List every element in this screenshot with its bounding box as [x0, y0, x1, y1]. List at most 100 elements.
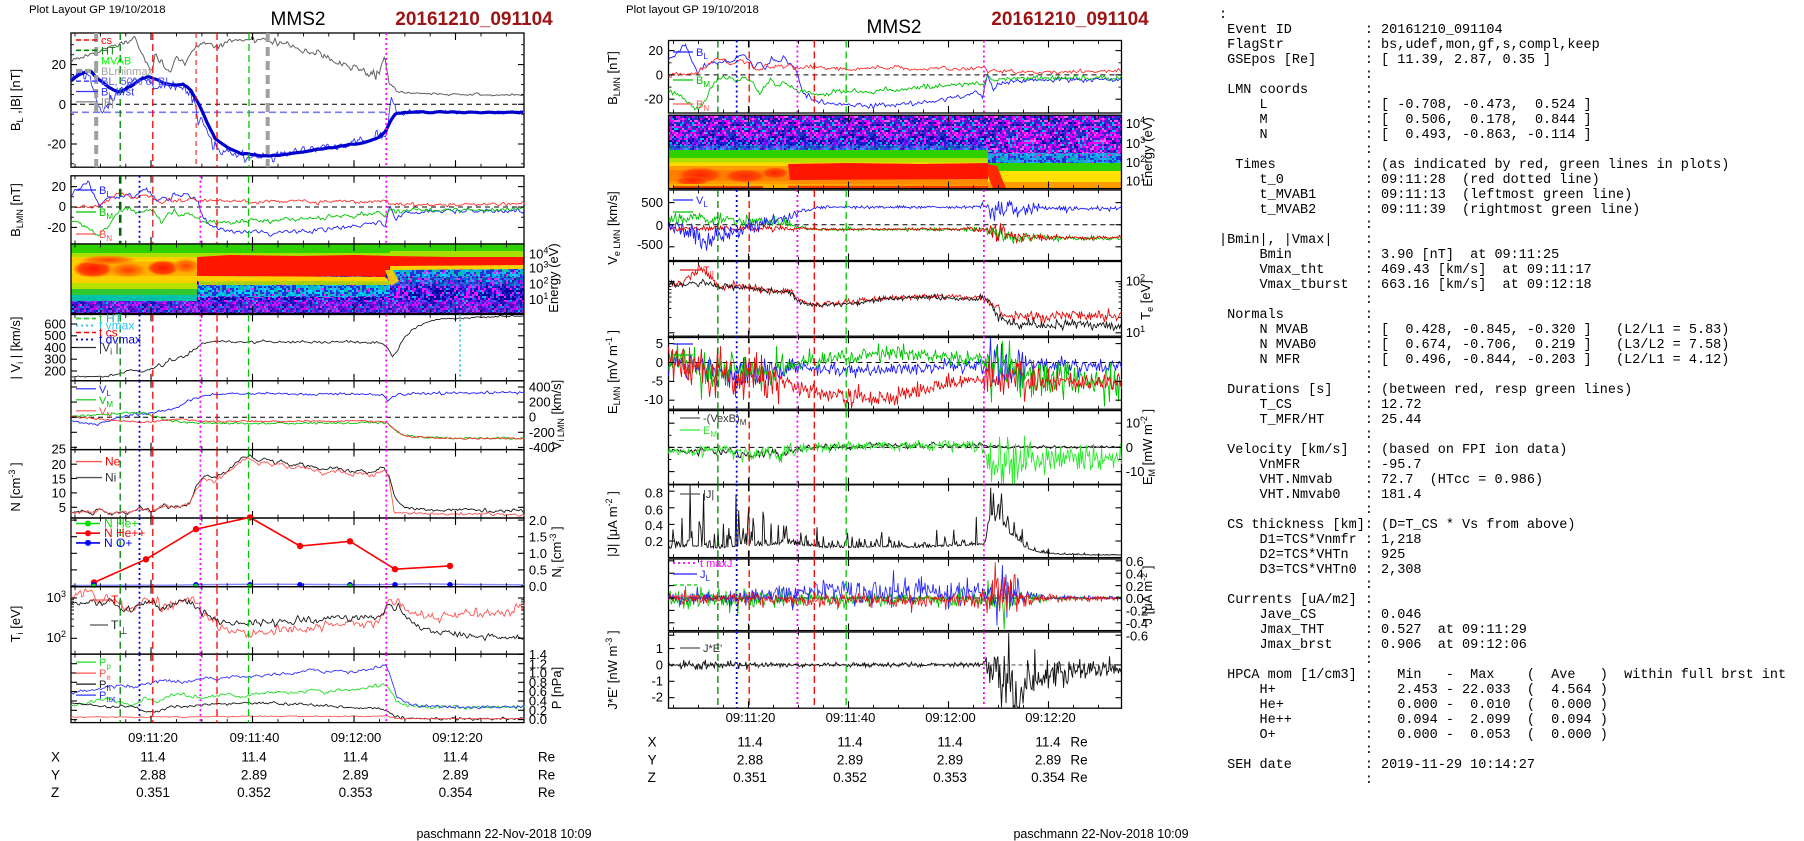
- svg-text:0.6: 0.6: [1126, 554, 1144, 569]
- svg-text:Re: Re: [1070, 735, 1087, 750]
- svg-text:600: 600: [44, 317, 66, 332]
- svg-text:Te [eV]: Te [eV]: [1138, 280, 1155, 320]
- svg-text:20: 20: [52, 179, 66, 194]
- svg-text:paschmann 22-Nov-2018 10:09: paschmann 22-Nov-2018 10:09: [416, 827, 591, 841]
- svg-text:1.5: 1.5: [529, 530, 547, 545]
- svg-text:t cs: t cs: [99, 326, 118, 340]
- svg-text:1.0: 1.0: [529, 546, 547, 561]
- svg-text:MMS2: MMS2: [867, 17, 922, 38]
- svg-text:Y: Y: [648, 752, 657, 767]
- svg-text:Plot Layout GP 19/10/2018: Plot Layout GP 19/10/2018: [29, 4, 166, 16]
- svg-text:BLminmax: BLminmax: [101, 66, 153, 78]
- svg-text:09:11:40: 09:11:40: [826, 710, 876, 725]
- svg-text:Re: Re: [538, 785, 555, 800]
- svg-text:-2: -2: [651, 689, 663, 704]
- svg-text:10: 10: [52, 486, 66, 501]
- svg-text:BL brst: BL brst: [101, 87, 134, 101]
- svg-text:11.4: 11.4: [343, 750, 369, 765]
- svg-text:-10: -10: [1126, 464, 1145, 479]
- svg-text:200: 200: [529, 395, 551, 410]
- svg-text:09:11:40: 09:11:40: [230, 730, 280, 745]
- svg-text:500: 500: [44, 328, 66, 343]
- svg-text:102: 102: [529, 276, 548, 292]
- svg-text:X: X: [51, 750, 60, 765]
- svg-text:HT: HT: [106, 312, 123, 326]
- svg-text:t vmax: t vmax: [99, 319, 134, 333]
- svg-text:Energy (eV): Energy (eV): [1140, 117, 1155, 186]
- svg-text:400: 400: [529, 380, 551, 395]
- svg-text:Ti [eV]: Ti [eV]: [8, 606, 25, 643]
- svg-text:103: 103: [1126, 135, 1145, 151]
- svg-text:0: 0: [656, 67, 663, 82]
- svg-text:Y: Y: [51, 767, 60, 782]
- svg-text:VM: VM: [99, 395, 113, 409]
- svg-text:MMS2: MMS2: [271, 9, 326, 30]
- svg-text:101: 101: [1126, 172, 1145, 188]
- svg-text:t: t: [99, 312, 103, 326]
- svg-text:EM [mW m-2 ]: EM [mW m-2 ]: [1139, 409, 1157, 485]
- svg-text:0.354: 0.354: [1031, 770, 1065, 785]
- svg-text:5: 5: [656, 336, 663, 351]
- svg-text:0: 0: [59, 97, 66, 112]
- svg-text:-200: -200: [529, 425, 555, 440]
- svg-text:t dvmax: t dvmax: [99, 333, 141, 347]
- svg-text:-500: -500: [637, 237, 663, 252]
- svg-text:10: 10: [1126, 416, 1140, 431]
- svg-text:0.6: 0.6: [529, 684, 547, 699]
- svg-text:-5: -5: [651, 374, 663, 389]
- svg-text:104: 104: [1126, 115, 1145, 131]
- svg-text:0: 0: [1126, 440, 1133, 455]
- svg-text:Ni: Ni: [105, 471, 116, 485]
- svg-text:103: 103: [47, 589, 66, 605]
- svg-text:Ne: Ne: [105, 455, 121, 469]
- svg-text:2.89: 2.89: [1035, 752, 1061, 767]
- svg-text:20161210_091104: 20161210_091104: [395, 9, 553, 30]
- svg-text:102: 102: [1126, 273, 1145, 289]
- svg-text:T: T: [111, 618, 119, 632]
- svg-text:BN: BN: [696, 99, 709, 113]
- svg-text:Z: Z: [648, 770, 656, 785]
- svg-text:0.352: 0.352: [237, 785, 271, 800]
- svg-text:1.4: 1.4: [529, 647, 547, 662]
- svg-text:11.4: 11.4: [837, 735, 863, 750]
- svg-text:102: 102: [47, 629, 66, 645]
- svg-text:-400: -400: [529, 440, 555, 455]
- svg-text:5: 5: [59, 500, 66, 515]
- svg-text:N [cm-3 ]: N [cm-3 ]: [7, 462, 23, 511]
- svg-text:VL: VL: [99, 384, 111, 398]
- svg-text:BL ,|B| [nT]: BL ,|B| [nT]: [8, 69, 25, 131]
- svg-text:-20: -20: [644, 92, 663, 107]
- svg-text:1.0: 1.0: [529, 666, 547, 681]
- svg-text:0.8: 0.8: [645, 486, 663, 501]
- svg-text:0: 0: [656, 218, 663, 233]
- svg-text:0.6: 0.6: [645, 503, 663, 518]
- svg-text:20: 20: [52, 457, 66, 472]
- svg-text:-0.6: -0.6: [1126, 628, 1148, 643]
- svg-text:HT: HT: [101, 45, 116, 57]
- svg-text:| Vi | [km/s]: | Vi | [km/s]: [8, 317, 25, 380]
- svg-text:N O+: N O+: [104, 536, 132, 550]
- svg-text:Pp: Pp: [99, 657, 111, 671]
- svg-text:0.0: 0.0: [1126, 591, 1144, 606]
- svg-text:0.353: 0.353: [933, 770, 967, 785]
- svg-text:Plot layout GP 19/10/2018: Plot layout GP 19/10/2018: [626, 4, 759, 16]
- svg-text:VN: VN: [99, 406, 112, 420]
- svg-text:-20: -20: [47, 220, 66, 235]
- svg-text:-0.4: -0.4: [1126, 616, 1148, 631]
- svg-text:J*E': J*E': [703, 643, 722, 655]
- svg-text:BL: BL: [99, 185, 111, 199]
- svg-text:0.0: 0.0: [529, 712, 547, 727]
- svg-text:09:12:20: 09:12:20: [432, 730, 483, 745]
- svg-text:0.4: 0.4: [1126, 566, 1144, 581]
- svg-text:0: 0: [529, 410, 536, 425]
- svg-text:2.89: 2.89: [342, 767, 368, 782]
- svg-text:BLMN [nT]: BLMN [nT]: [605, 51, 622, 105]
- svg-text:BL, 50% of BL: BL, 50% of BL: [101, 76, 171, 88]
- svg-text:11.4: 11.4: [140, 750, 166, 765]
- svg-text:0.5: 0.5: [529, 563, 547, 578]
- svg-text:Re: Re: [1070, 770, 1087, 785]
- svg-text:⊥: ⊥: [119, 626, 128, 637]
- svg-text:t maxJ: t maxJ: [700, 558, 732, 570]
- svg-text:102: 102: [1126, 154, 1145, 170]
- svg-text:09:12:00: 09:12:00: [331, 730, 382, 745]
